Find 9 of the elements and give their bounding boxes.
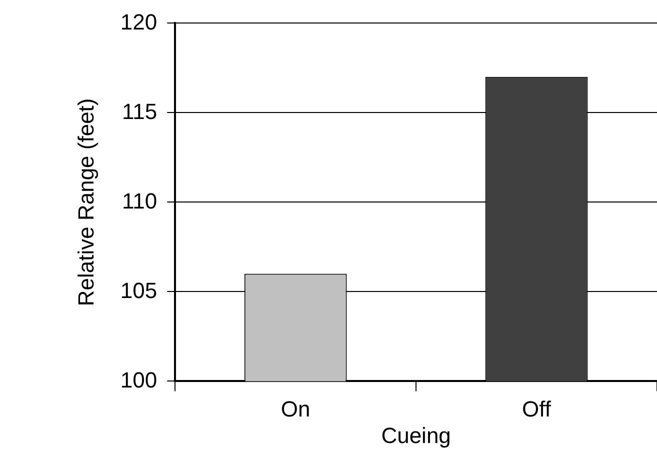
x-tick-label: Off: [522, 396, 552, 422]
x-axis-title: Cueing: [381, 422, 451, 448]
y-tick-label: 110: [122, 188, 158, 214]
y-axis-title: Relative Range (feet): [73, 98, 98, 306]
y-tick-label: 115: [122, 98, 158, 124]
x-tick-label: On: [280, 396, 310, 422]
y-tick-label: 120: [120, 9, 158, 34]
y-tick-label: 105: [120, 278, 158, 303]
y-tick-label: 100: [120, 367, 158, 392]
